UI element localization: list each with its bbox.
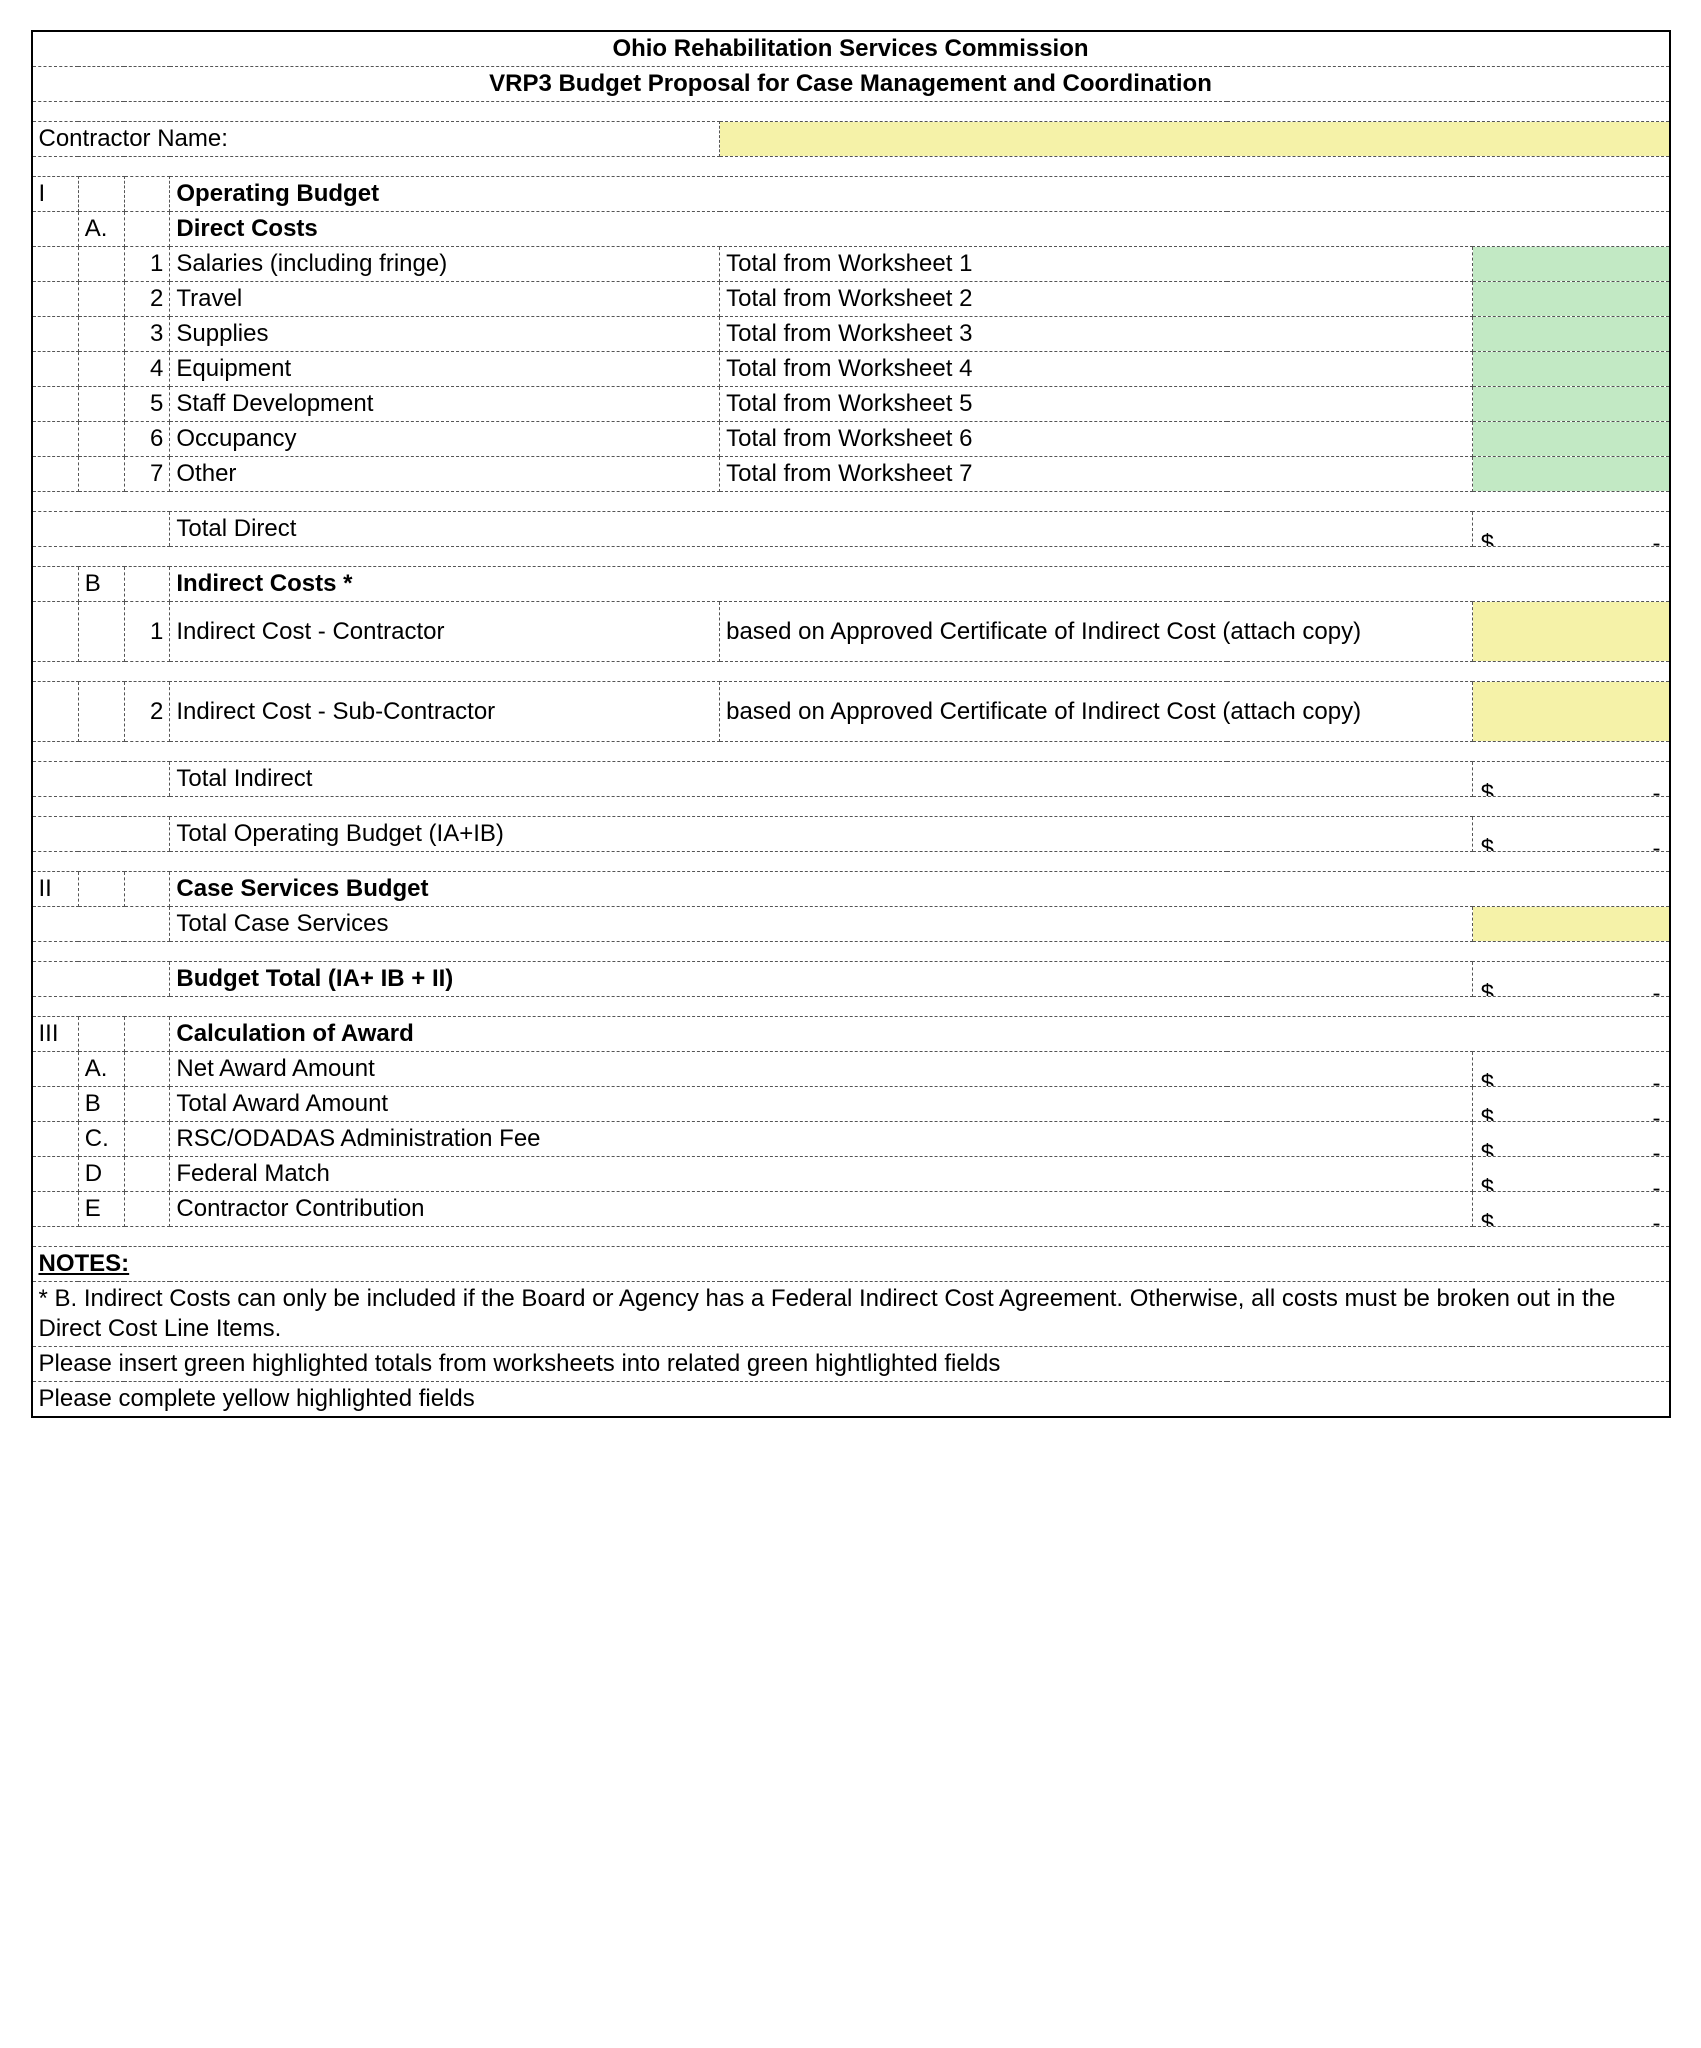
- title-row-2: VRP3 Budget Proposal for Case Management…: [33, 67, 1669, 102]
- direct-row: 2TravelTotal from Worksheet 2: [33, 282, 1669, 317]
- notes-line-row: Please insert green highlighted totals f…: [33, 1347, 1669, 1382]
- direct-row: 4EquipmentTotal from Worksheet 4: [33, 352, 1669, 387]
- budget-table: Ohio Rehabilitation Services Commission …: [33, 32, 1669, 1416]
- section-III-row: III Calculation of Award: [33, 1017, 1669, 1052]
- direct-heading: Direct Costs: [170, 212, 1669, 247]
- indirect-amount-1[interactable]: [1472, 602, 1668, 662]
- roman-III: III: [33, 1017, 79, 1052]
- direct-row: 6OccupancyTotal from Worksheet 6: [33, 422, 1669, 457]
- award-amount: $-: [1472, 1052, 1668, 1087]
- direct-amount-1[interactable]: [1472, 247, 1668, 282]
- direct-amount-6[interactable]: [1472, 422, 1668, 457]
- award-amount: $-: [1472, 1192, 1668, 1227]
- page-title-2: VRP3 Budget Proposal for Case Management…: [33, 67, 1669, 102]
- indirect-row: 1 Indirect Cost - Contractor based on Ap…: [33, 602, 1669, 662]
- form-container: Ohio Rehabilitation Services Commission …: [31, 30, 1671, 1418]
- direct-amount-7[interactable]: [1472, 457, 1668, 492]
- notes-line-1: * B. Indirect Costs can only be included…: [33, 1282, 1669, 1347]
- operating-total-amount: $-: [1472, 817, 1668, 852]
- award-amount: $-: [1472, 1087, 1668, 1122]
- total-indirect-label: Total Indirect: [170, 762, 1472, 797]
- award-amount: $-: [1472, 1122, 1668, 1157]
- section-I-row: I Operating Budget: [33, 177, 1669, 212]
- award-amount: $-: [1472, 1157, 1668, 1192]
- direct-heading-row: A. Direct Costs: [33, 212, 1669, 247]
- total-direct-label: Total Direct: [170, 512, 1472, 547]
- page-title-1: Ohio Rehabilitation Services Commission: [33, 32, 1669, 67]
- notes-heading: NOTES:: [33, 1247, 1669, 1282]
- section-II-row: II Case Services Budget: [33, 872, 1669, 907]
- case-services-row: Total Case Services: [33, 907, 1669, 942]
- award-row: C.RSC/ODADAS Administration Fee$-: [33, 1122, 1669, 1157]
- operating-total-label: Total Operating Budget (IA+IB): [170, 817, 1472, 852]
- direct-amount-2[interactable]: [1472, 282, 1668, 317]
- notes-heading-row: NOTES:: [33, 1247, 1669, 1282]
- total-indirect-row: Total Indirect $-: [33, 762, 1669, 797]
- indirect-row: 2 Indirect Cost - Sub-Contractor based o…: [33, 682, 1669, 742]
- award-row: BTotal Award Amount$-: [33, 1087, 1669, 1122]
- direct-amount-5[interactable]: [1472, 387, 1668, 422]
- contractor-row: Contractor Name:: [33, 122, 1669, 157]
- operating-total-row: Total Operating Budget (IA+IB) $-: [33, 817, 1669, 852]
- indirect-letter: B: [78, 567, 124, 602]
- section-II-title: Case Services Budget: [170, 872, 1669, 907]
- budget-total-label: Budget Total (IA+ IB + II): [170, 962, 1472, 997]
- award-row: EContractor Contribution$-: [33, 1192, 1669, 1227]
- notes-line-row: * B. Indirect Costs can only be included…: [33, 1282, 1669, 1347]
- contractor-name-label: Contractor Name:: [33, 122, 720, 157]
- direct-letter: A.: [78, 212, 124, 247]
- indirect-heading: Indirect Costs *: [170, 567, 1669, 602]
- case-services-amount[interactable]: [1472, 907, 1668, 942]
- indirect-amount-2[interactable]: [1472, 682, 1668, 742]
- roman-II: II: [33, 872, 79, 907]
- total-indirect-amount: $-: [1472, 762, 1668, 797]
- direct-row: 7OtherTotal from Worksheet 7: [33, 457, 1669, 492]
- budget-total-amount: $-: [1472, 962, 1668, 997]
- roman-I: I: [33, 177, 79, 212]
- case-services-label: Total Case Services: [170, 907, 1472, 942]
- direct-row: 1Salaries (including fringe)Total from W…: [33, 247, 1669, 282]
- notes-line-row: Please complete yellow highlighted field…: [33, 1382, 1669, 1417]
- direct-amount-3[interactable]: [1472, 317, 1668, 352]
- budget-total-row: Budget Total (IA+ IB + II) $-: [33, 962, 1669, 997]
- notes-line-3: Please complete yellow highlighted field…: [33, 1382, 1669, 1417]
- title-row-1: Ohio Rehabilitation Services Commission: [33, 32, 1669, 67]
- indirect-heading-row: B Indirect Costs *: [33, 567, 1669, 602]
- section-I-title: Operating Budget: [170, 177, 1669, 212]
- total-direct-row: Total Direct $-: [33, 512, 1669, 547]
- notes-line-2: Please insert green highlighted totals f…: [33, 1347, 1669, 1382]
- direct-row: 5Staff DevelopmentTotal from Worksheet 5: [33, 387, 1669, 422]
- direct-row: 3SuppliesTotal from Worksheet 3: [33, 317, 1669, 352]
- section-III-title: Calculation of Award: [170, 1017, 1669, 1052]
- award-row: DFederal Match$-: [33, 1157, 1669, 1192]
- direct-amount-4[interactable]: [1472, 352, 1668, 387]
- award-row: A.Net Award Amount$-: [33, 1052, 1669, 1087]
- contractor-name-input[interactable]: [720, 122, 1669, 157]
- total-direct-amount: $-: [1472, 512, 1668, 547]
